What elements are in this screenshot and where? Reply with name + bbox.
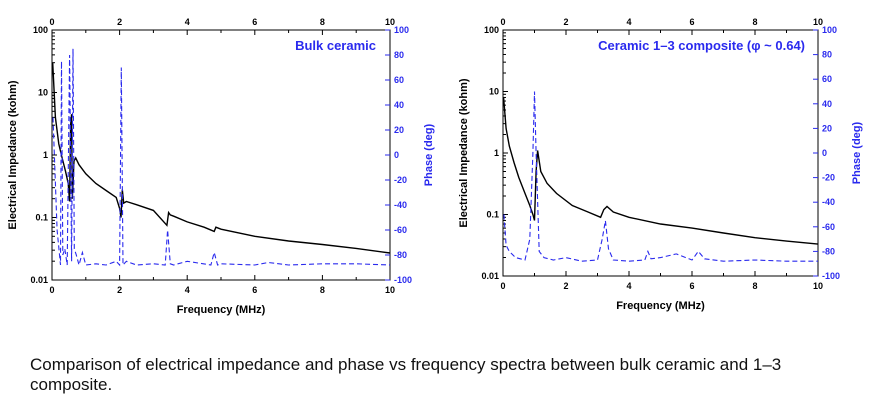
figure-caption: Comparison of electrical impedance and p…	[30, 355, 782, 394]
y-right-tick-label: -20	[822, 173, 835, 183]
y-left-tick-label: 1	[43, 150, 48, 160]
y-right-tick-label: 0	[822, 148, 827, 158]
chart-title: Ceramic 1–3 composite (φ ~ 0.64)	[598, 38, 805, 53]
y-right-tick-label: 60	[394, 75, 404, 85]
x-tick-label-top: 2	[563, 17, 568, 27]
x-tick-label-bottom: 4	[626, 281, 631, 291]
y-left-axis-label: Electrical Impedance (kohm)	[7, 80, 19, 229]
chart-panel-2: 002244668810101001010.10.01100806040200-…	[458, 17, 863, 312]
x-tick-label-top: 2	[117, 17, 122, 27]
y-right-tick-label: 20	[394, 125, 404, 135]
y-right-tick-label: 40	[822, 99, 832, 109]
y-right-tick-label: 100	[822, 25, 837, 35]
y-left-tick-label: 100	[484, 25, 499, 35]
y-right-tick-label: 0	[394, 150, 399, 160]
x-tick-label-bottom: 10	[813, 281, 823, 291]
x-tick-label-bottom: 2	[563, 281, 568, 291]
y-left-tick-label: 1	[494, 148, 499, 158]
y-right-tick-label: -40	[394, 200, 407, 210]
x-tick-label-top: 6	[252, 17, 257, 27]
x-tick-label-bottom: 4	[185, 285, 190, 295]
impedance-line	[52, 62, 391, 254]
y-right-tick-label: -40	[822, 197, 835, 207]
plot-frame	[51, 29, 391, 281]
x-tick-label-top: 10	[813, 17, 823, 27]
x-tick-label-top: 6	[689, 17, 694, 27]
y-right-tick-label: 80	[822, 50, 832, 60]
y-left-tick-label: 10	[38, 88, 48, 98]
y-right-axis-label: Phase (deg)	[423, 123, 435, 186]
y-left-tick-label: 100	[33, 25, 48, 35]
y-right-tick-label: 100	[394, 25, 409, 35]
y-right-axis-label: Phase (deg)	[851, 121, 863, 184]
x-tick-label-top: 0	[500, 17, 505, 27]
x-tick-label-top: 8	[320, 17, 325, 27]
y-right-tick-label: -100	[394, 275, 412, 285]
x-tick-label-top: 8	[752, 17, 757, 27]
y-left-axis-label: Electrical Impedance (kohm)	[458, 78, 470, 227]
x-tick-label-top: 4	[626, 17, 631, 27]
y-left-tick-label: 0.01	[30, 275, 48, 285]
x-tick-label-bottom: 8	[752, 281, 757, 291]
x-tick-label-bottom: 10	[385, 285, 395, 295]
x-tick-label-top: 0	[49, 17, 54, 27]
y-right-tick-label: 20	[822, 123, 832, 133]
y-right-tick-label: 60	[822, 74, 832, 84]
x-tick-label-bottom: 0	[49, 285, 54, 295]
y-right-tick-label: -100	[822, 271, 840, 281]
x-tick-label-bottom: 8	[320, 285, 325, 295]
x-tick-label-top: 10	[385, 17, 395, 27]
y-right-tick-label: -80	[822, 246, 835, 256]
y-left-tick-label: 10	[489, 87, 499, 97]
x-tick-label-bottom: 0	[500, 281, 505, 291]
y-right-tick-label: -60	[822, 222, 835, 232]
y-left-tick-label: 0.1	[35, 213, 48, 223]
impedance-line	[502, 97, 819, 245]
y-left-tick-label: 0.1	[486, 210, 499, 220]
phase-line	[52, 48, 391, 268]
y-right-tick-label: -80	[394, 250, 407, 260]
y-right-tick-label: -60	[394, 225, 407, 235]
x-tick-label-bottom: 6	[252, 285, 257, 295]
y-left-tick-label: 0.01	[481, 271, 499, 281]
chart-panel-1: 002244668810101001010.10.01100806040200-…	[7, 17, 435, 316]
x-axis-label: Frequency (MHz)	[177, 304, 266, 316]
charts-svg: 002244668810101001010.10.01100806040200-…	[7, 17, 863, 316]
y-right-tick-label: -20	[394, 175, 407, 185]
x-tick-label-top: 4	[185, 17, 190, 27]
phase-line	[503, 91, 818, 262]
chart-title: Bulk ceramic	[295, 38, 376, 53]
y-right-tick-label: 40	[394, 100, 404, 110]
y-right-tick-label: 80	[394, 50, 404, 60]
x-tick-label-bottom: 6	[689, 281, 694, 291]
x-axis-label: Frequency (MHz)	[616, 300, 705, 312]
x-tick-label-bottom: 2	[117, 285, 122, 295]
